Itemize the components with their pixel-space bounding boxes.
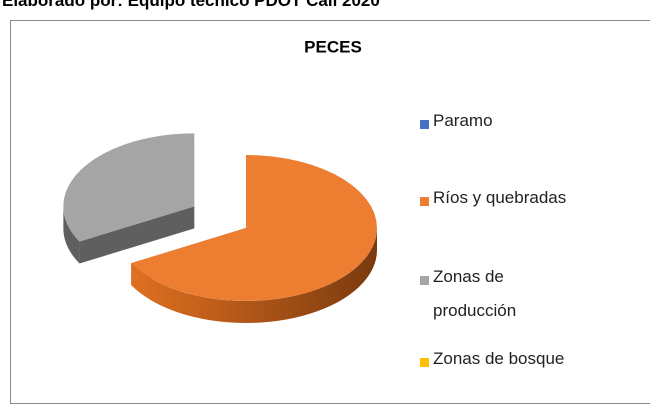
legend-item: Zonas de producción: [420, 267, 590, 328]
slice-side: [63, 206, 80, 264]
legend-swatch: [420, 120, 429, 129]
chart-frame: [10, 20, 650, 404]
slice: [63, 133, 195, 242]
slice: [131, 155, 377, 301]
legend-label: Paramo: [433, 111, 493, 130]
legend-item: Ríos y quebradas: [420, 188, 590, 215]
legend-label: Zonas de bosque: [433, 349, 565, 368]
legend-item: Paramo: [420, 111, 590, 138]
slice-side: [79, 206, 195, 264]
legend-label: Ríos y quebradas: [433, 188, 567, 207]
legend-swatch: [420, 276, 429, 285]
legend-swatch: [420, 358, 429, 367]
caption: Elaborado por: Equipo técnico PDOT Cali …: [2, 0, 380, 10]
slice-side: [131, 228, 377, 323]
legend-swatch: [420, 197, 429, 206]
legend-label: Zonas de producción: [433, 267, 517, 320]
chart-title: PECES: [304, 37, 362, 56]
legend-item: Zonas de bosque: [420, 349, 590, 376]
